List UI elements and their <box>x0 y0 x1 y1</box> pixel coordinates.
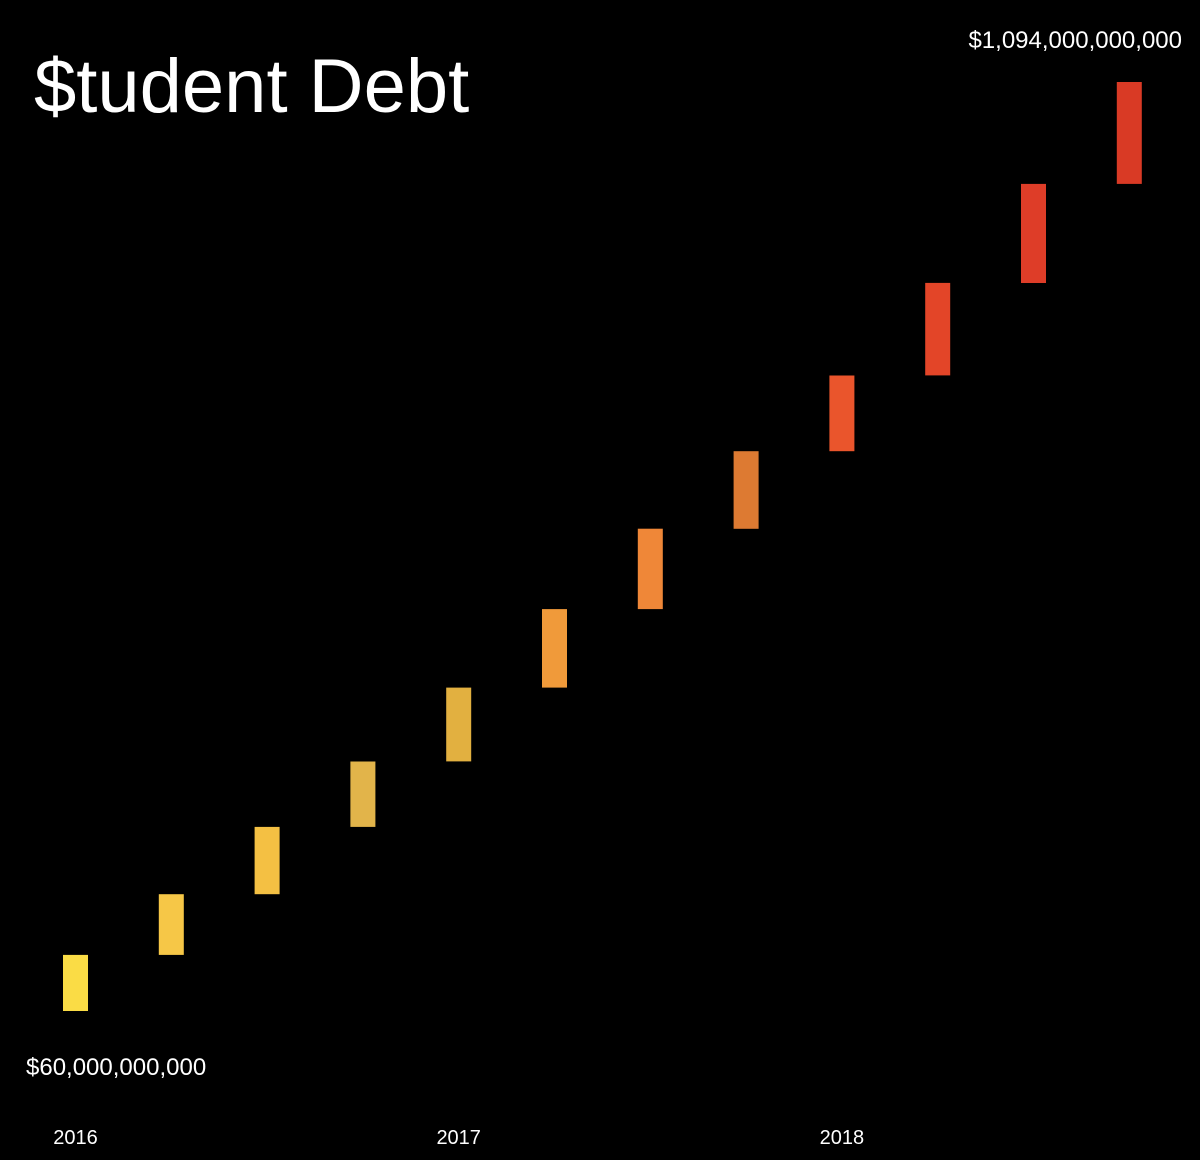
bar-2 <box>158 894 184 955</box>
bar-5 <box>446 687 472 762</box>
bar-11 <box>1021 183 1046 283</box>
bar-12 <box>1116 82 1142 184</box>
x-tick-label-2017: 2017 <box>436 1127 481 1149</box>
x-axis-ticks: 2016 2017 2018 <box>53 1127 864 1149</box>
bar-7 <box>637 528 663 610</box>
bars-group <box>63 82 1142 1011</box>
chart-title: $tudent Debt <box>34 44 469 129</box>
x-tick-label-2016: 2016 <box>53 1127 98 1149</box>
bar-1 <box>63 954 88 1011</box>
bar-3 <box>254 826 280 895</box>
bar-8 <box>733 451 759 529</box>
end-value-label: $1,094,000,000,000 <box>968 27 1182 54</box>
bar-4 <box>350 761 376 827</box>
bar-9 <box>829 375 855 452</box>
start-value-label: $60,000,000,000 <box>26 1054 206 1081</box>
bar-6 <box>542 609 567 688</box>
x-tick-label-2018: 2018 <box>820 1127 865 1149</box>
bar-10 <box>925 282 951 376</box>
